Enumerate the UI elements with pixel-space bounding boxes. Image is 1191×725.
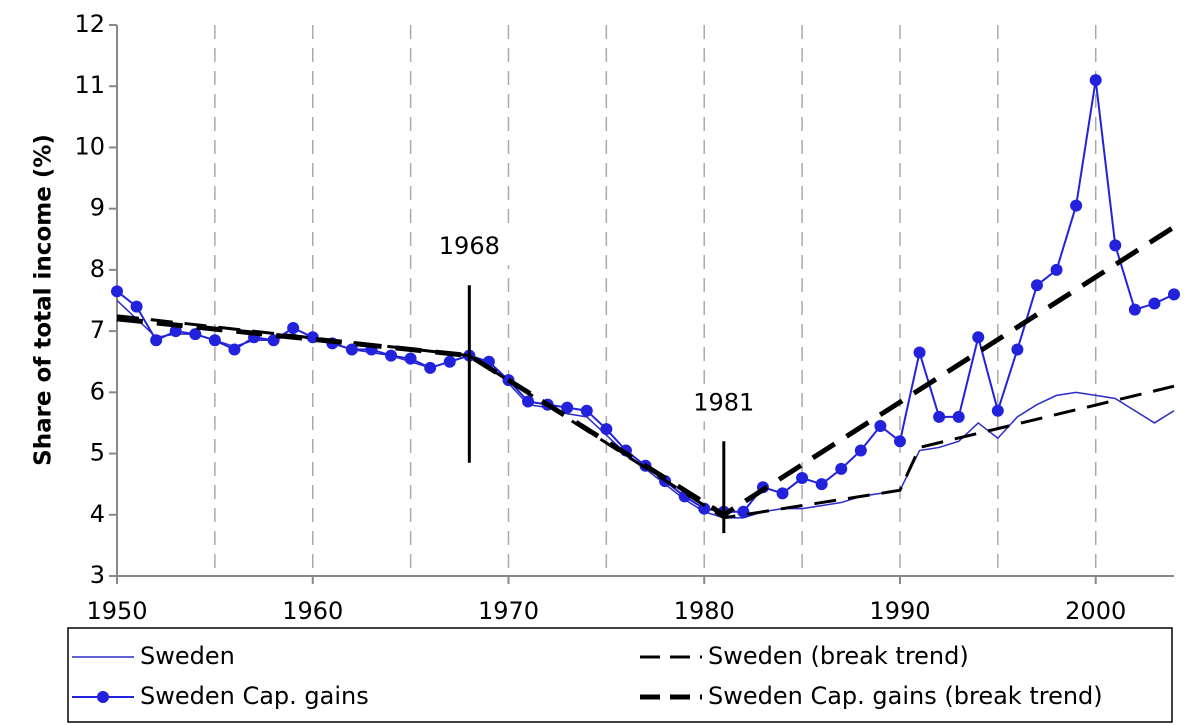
- data-point: [854, 444, 867, 457]
- series-line: [116, 299, 1175, 519]
- data-point: [972, 331, 985, 344]
- y-tick-label: 11: [74, 71, 105, 99]
- data-point: [1030, 279, 1043, 292]
- data-point: [404, 352, 417, 365]
- series-line: [116, 79, 1175, 513]
- series-line: [116, 224, 1176, 518]
- data-point: [913, 346, 926, 359]
- x-tick-label: 1990: [869, 597, 930, 625]
- x-tick-label: 2000: [1065, 597, 1126, 625]
- x-tick-label: 1950: [86, 597, 147, 625]
- annotation-label: 1981: [693, 388, 754, 416]
- data-point: [522, 395, 535, 408]
- data-point: [561, 401, 574, 414]
- data-point: [306, 331, 319, 344]
- data-point: [874, 420, 887, 433]
- data-point: [1109, 239, 1122, 252]
- data-point: [600, 423, 613, 436]
- data-point: [893, 435, 906, 448]
- data-point: [189, 328, 202, 341]
- data-point: [580, 404, 593, 417]
- y-tick-label: 4: [90, 500, 105, 528]
- y-tick-label: 3: [90, 561, 105, 589]
- x-tick-label: 1970: [478, 597, 539, 625]
- x-tick-label: 1980: [674, 597, 735, 625]
- data-point: [1050, 263, 1063, 276]
- data-point: [1168, 288, 1180, 301]
- data-point: [1011, 343, 1024, 356]
- data-point: [737, 505, 750, 518]
- data-point: [1128, 303, 1141, 316]
- data-point: [698, 502, 711, 515]
- legend-label: Sweden (break trend): [708, 642, 969, 670]
- y-axis-label: Share of total income (%): [31, 134, 57, 466]
- data-point: [1089, 74, 1102, 87]
- annotation-label: 1968: [439, 232, 500, 260]
- data-point: [835, 462, 848, 475]
- y-tick-label: 12: [74, 10, 105, 38]
- y-tick-label: 7: [90, 316, 105, 344]
- data-point: [815, 478, 828, 491]
- data-point: [208, 334, 221, 347]
- data-point: [287, 322, 300, 335]
- y-tick-label: 10: [74, 132, 105, 160]
- legend-label: Sweden Cap. gains: [140, 682, 369, 710]
- legend-label: Sweden: [140, 642, 235, 670]
- data-point: [424, 361, 437, 374]
- legend-label: Sweden Cap. gains (break trend): [708, 682, 1103, 710]
- data-point: [796, 472, 809, 485]
- annotation-bg: [427, 229, 512, 266]
- y-tick-label: 9: [90, 194, 105, 222]
- data-point: [443, 355, 456, 368]
- x-tick-label: 1960: [282, 597, 343, 625]
- data-point: [933, 410, 946, 423]
- data-point: [952, 410, 965, 423]
- data-point: [385, 349, 398, 362]
- y-tick-label: 8: [90, 255, 105, 283]
- data-point: [169, 325, 182, 338]
- data-point: [150, 334, 163, 347]
- data-point: [111, 285, 123, 298]
- y-tick-label: 6: [90, 377, 105, 405]
- data-point: [345, 343, 358, 356]
- data-point: [228, 343, 241, 356]
- y-tick-label: 5: [90, 439, 105, 467]
- data-point: [776, 487, 789, 500]
- data-point: [1148, 297, 1161, 310]
- annotation-bg: [681, 385, 766, 422]
- data-point: [1070, 199, 1083, 212]
- series-line: [116, 314, 1175, 520]
- data-point: [130, 300, 143, 313]
- data-point: [991, 404, 1004, 417]
- legend-box: [67, 627, 1173, 723]
- legend-marker: [97, 691, 109, 703]
